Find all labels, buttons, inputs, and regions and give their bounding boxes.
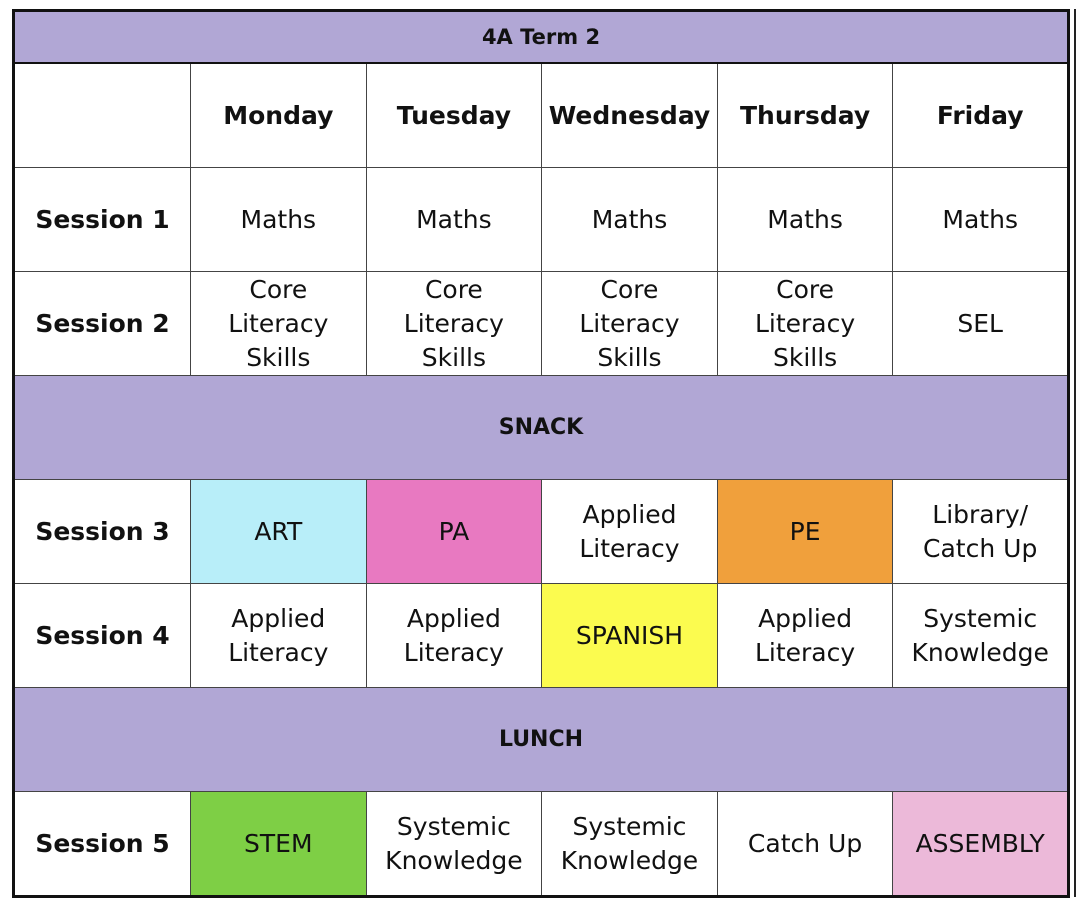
subject-cell: Systemic Knowledge	[365, 791, 543, 897]
subject-cell: STEM	[190, 791, 367, 897]
session-row: Session 1 Maths Maths Maths Maths Maths	[13, 167, 1069, 272]
corner-cell	[13, 62, 191, 168]
subject-cell: Catch Up	[716, 791, 894, 897]
subject-cell: Systemic Knowledge	[892, 583, 1069, 688]
subject-cell: Maths	[541, 167, 718, 272]
subject-cell: Maths	[365, 167, 543, 272]
subject-text: Core Literacy Skills	[754, 274, 856, 372]
subject-cell: ART	[190, 479, 367, 584]
timetable: 4A Term 2 Monday Tuesday Wednesday Thursday F…	[12, 9, 1072, 898]
subject-cell: Applied Literacy	[365, 583, 543, 688]
subject-cell: Library/ Catch Up	[892, 479, 1069, 584]
session-label: Session 2	[13, 271, 191, 376]
subject-text: Systemic Knowledge	[560, 811, 699, 875]
subject-text: Maths	[240, 204, 317, 234]
subject-cell: Maths	[190, 167, 367, 272]
subject-text: SPANISH	[575, 620, 684, 650]
subject-cell: Core Literacy Skills	[541, 271, 718, 376]
subject-text: Maths	[767, 204, 843, 234]
session-label: Session 5	[13, 791, 191, 897]
break-row: LUNCH	[13, 687, 1069, 792]
subject-cell: Applied Literacy	[541, 479, 718, 584]
subject-cell: Systemic Knowledge	[541, 791, 718, 897]
subject-text: Applied Literacy	[403, 603, 504, 667]
session-label: Session 4	[13, 583, 191, 688]
subject-cell: SPANISH	[541, 583, 718, 688]
edge-line	[1074, 9, 1076, 897]
session-label: Session 1	[13, 167, 191, 272]
title-cell: 4A Term 2	[13, 10, 1069, 64]
break-row: SNACK	[13, 375, 1069, 480]
subject-text: Maths	[416, 204, 492, 234]
subject-cell: Applied Literacy	[190, 583, 367, 688]
subject-text: Applied Literacy	[754, 603, 856, 667]
subject-cell: ASSEMBLY	[892, 791, 1069, 897]
subject-text: Catch Up	[747, 828, 863, 858]
day-header: Friday	[892, 62, 1069, 168]
subject-text: PA	[438, 516, 470, 546]
subject-text: PE	[789, 516, 821, 546]
session-row: Session 4 Applied Literacy Applied Literac…	[13, 583, 1069, 688]
subject-text: Systemic Knowledge	[385, 811, 523, 875]
session-label: Session 3	[13, 479, 191, 584]
subject-cell: Core Literacy Skills	[716, 271, 894, 376]
break-cell: SNACK	[13, 375, 1069, 480]
session-row: Session 3 ART PA Applied Literacy PE Library/…	[13, 479, 1069, 584]
subject-text: Maths	[591, 204, 668, 234]
break-cell: LUNCH	[13, 687, 1069, 792]
subject-cell: Maths	[892, 167, 1069, 272]
subject-text: Core Literacy Skills	[228, 274, 329, 372]
subject-cell: Core Literacy Skills	[365, 271, 543, 376]
subject-cell: Maths	[716, 167, 894, 272]
subject-text: Core Literacy Skills	[579, 274, 680, 372]
subject-text: Applied Literacy	[579, 499, 680, 563]
day-header: Monday	[190, 62, 367, 168]
subject-text: ART	[254, 516, 303, 546]
subject-text: Maths	[942, 204, 1018, 234]
day-header: Tuesday	[365, 62, 543, 168]
subject-text: Library/ Catch Up	[923, 499, 1038, 563]
subject-cell: Applied Literacy	[716, 583, 894, 688]
subject-text: SEL	[957, 308, 1003, 338]
session-row: Session 2 Core Literacy Skills Core Litera…	[13, 271, 1069, 376]
subject-text: ASSEMBLY	[915, 828, 1045, 858]
header-row: Monday Tuesday Wednesday Thursday Friday	[13, 62, 1069, 168]
subject-cell: SEL	[892, 271, 1069, 376]
subject-cell: PA	[365, 479, 543, 584]
subject-cell: PE	[716, 479, 894, 584]
subject-text: Systemic Knowledge	[911, 603, 1049, 667]
day-header: Wednesday	[541, 62, 718, 168]
subject-text: STEM	[244, 828, 313, 858]
title-row: 4A Term 2	[13, 10, 1069, 64]
subject-text: Applied Literacy	[228, 603, 329, 667]
subject-cell: Core Literacy Skills	[190, 271, 367, 376]
session-row: Session 5 STEM Systemic Knowledge Systemic …	[13, 791, 1069, 897]
timetable-table: 4A Term 2 Monday Tuesday Wednesday Thursday F…	[12, 9, 1070, 898]
day-header: Thursday	[716, 62, 894, 168]
subject-text: Core Literacy Skills	[403, 274, 504, 372]
